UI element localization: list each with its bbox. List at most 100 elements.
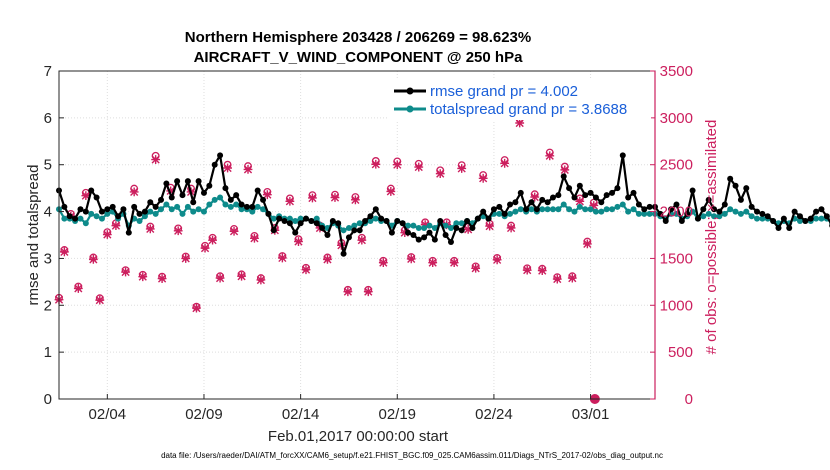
obs-assimilated-point [166, 186, 176, 196]
rmse-point [791, 208, 798, 215]
rmse-point [630, 189, 637, 196]
totalspread-point [163, 201, 170, 208]
rmse-point [93, 194, 100, 201]
rmse-point [566, 185, 573, 192]
rmse-point [367, 213, 374, 220]
obs-assimilated-point [237, 271, 246, 281]
rmse-point [227, 196, 234, 203]
rmse-point [383, 217, 390, 224]
y-tick-label: 5 [44, 157, 52, 174]
totalspread-point [641, 210, 648, 217]
y-tick-label: 0 [44, 391, 52, 408]
rmse-point [528, 199, 535, 206]
obs-assimilated-point [552, 274, 562, 284]
obs-assimilated-point [81, 191, 91, 201]
rmse-point [276, 215, 283, 222]
rmse-point [372, 206, 379, 213]
rmse-point [549, 194, 556, 201]
obs-assimilated-point [560, 165, 570, 175]
obs-assimilated-point [449, 258, 459, 268]
rmse-point [732, 182, 739, 189]
rmse-point [786, 224, 793, 231]
y-right-tick-label: 1000 [660, 297, 693, 314]
rmse-point [340, 250, 347, 257]
rmse-point [807, 215, 814, 222]
totalspread-point [592, 208, 599, 215]
rmse-point [603, 192, 610, 199]
obs-assimilated-point [343, 287, 353, 297]
totalspread-point [421, 224, 428, 231]
obs-assimilated-point [173, 226, 183, 236]
totalspread-point [576, 203, 583, 210]
rmse-point [770, 217, 777, 224]
obs-assimilated-point [301, 265, 311, 275]
rmse-point [464, 217, 471, 224]
totalspread-point [179, 210, 186, 217]
rmse-point [582, 192, 589, 199]
rmse-point [818, 206, 825, 213]
rmse-point [684, 210, 691, 217]
rmse-point [362, 217, 369, 224]
totalspread-point [415, 224, 422, 231]
totalspread-point [351, 222, 358, 229]
rmse-point [737, 196, 744, 203]
y-tick-label: 1 [44, 344, 52, 361]
rmse-point [458, 227, 465, 234]
obs-assimilated-point [151, 155, 161, 164]
y-right-tick-label: 3000 [660, 110, 693, 127]
rmse-point [764, 213, 771, 220]
x-tick-label: 02/14 [282, 406, 320, 423]
rmse-point [394, 217, 401, 224]
rmse-point [410, 232, 417, 238]
totalspread-point [528, 206, 535, 213]
rmse-point [179, 192, 186, 199]
totalspread-point [598, 208, 605, 215]
totalspread-point [238, 206, 245, 213]
obs-assimilated-point [102, 230, 112, 239]
obs-assimilated-point [414, 162, 424, 172]
rmse-point [243, 203, 250, 210]
rmse-point [158, 196, 165, 203]
obs-assimilated-point [285, 196, 295, 206]
obs-assimilated-point [323, 254, 332, 264]
rmse-point [415, 236, 422, 243]
rmse-point [163, 180, 170, 187]
y-right-tick-label: 1500 [660, 250, 693, 267]
rmse-point [211, 161, 218, 168]
rmse-point [576, 182, 583, 189]
x-tick-label: 02/09 [185, 406, 223, 423]
rmse-point [480, 208, 487, 215]
totalspread-point [168, 206, 175, 213]
y-right-tick-label: 2500 [660, 157, 693, 174]
totalspread-point [603, 206, 610, 213]
rmse-point [668, 206, 675, 213]
rmse-point [727, 175, 734, 182]
totalspread-point [614, 203, 621, 210]
y-tick-label: 3 [44, 250, 52, 267]
rmse-point [657, 210, 664, 217]
totalspread-point [426, 222, 433, 229]
rmse-point [775, 224, 782, 231]
rmse-point [754, 208, 761, 215]
rmse-point [217, 152, 224, 159]
obs-assimilated-point [435, 169, 445, 179]
totalspread-point [211, 196, 218, 203]
rmse-point [222, 185, 229, 192]
rmse-point [700, 206, 707, 213]
obs-assimilated-point [428, 258, 438, 268]
totalspread-point [721, 210, 728, 217]
totalspread-point [700, 213, 707, 220]
totalspread-point [136, 217, 143, 224]
rmse-point [619, 152, 626, 159]
totalspread-point [313, 215, 320, 222]
rmse-point [88, 187, 95, 194]
plot-area [59, 71, 655, 399]
legend-rmse-marker [406, 87, 414, 95]
totalspread-point [705, 210, 712, 217]
y-right-tick-label: 500 [668, 344, 693, 361]
rmse-point [345, 234, 352, 241]
obs-assimilated-point [208, 235, 217, 245]
legend: rmse grand pr = 4.002 totalspread grand … [389, 80, 651, 120]
rmse-point [61, 203, 68, 210]
